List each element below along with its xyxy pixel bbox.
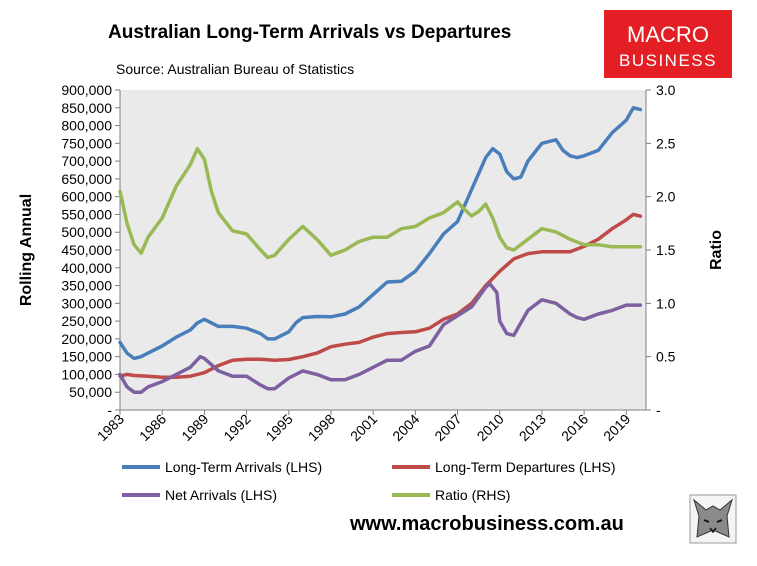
x-axis-ticks: 1983 1986 1989 1992 1995 1998 2001 2004 2007 2010… bbox=[94, 410, 634, 444]
x-tick-label: 1989 bbox=[178, 411, 211, 444]
legend-item-arrivals: Long-Term Arrivals (LHS) bbox=[122, 459, 322, 475]
x-tick-label: 2004 bbox=[389, 411, 422, 444]
y2-tick-label: 1.0 bbox=[656, 295, 676, 311]
x-tick-label: 1995 bbox=[263, 411, 296, 444]
series-lines bbox=[118, 106, 643, 394]
y-tick-label: 300,000 bbox=[61, 295, 112, 311]
y-tick-label: 700,000 bbox=[61, 153, 112, 169]
legend-item-ratio: Ratio (RHS) bbox=[392, 487, 510, 503]
legend: Long-Term Arrivals (LHS) Long-Term Depar… bbox=[122, 459, 616, 503]
y-tick-label: - bbox=[107, 402, 112, 418]
x-tick-label: 1983 bbox=[94, 411, 127, 444]
y-axis-title: Rolling Annual bbox=[18, 194, 35, 306]
logo-background bbox=[604, 10, 732, 78]
y2-tick-label: - bbox=[656, 402, 661, 418]
legend-label-net-arrivals: Net Arrivals (LHS) bbox=[165, 487, 277, 503]
wolf-icon bbox=[689, 494, 737, 544]
y-tick-label: 650,000 bbox=[61, 171, 112, 187]
y-tick-label: 900,000 bbox=[61, 82, 112, 98]
y-tick-label: 250,000 bbox=[61, 313, 112, 329]
y-tick-label: 750,000 bbox=[61, 135, 112, 151]
y2-tick-label: 2.0 bbox=[656, 189, 676, 205]
y-tick-label: 350,000 bbox=[61, 278, 112, 294]
legend-item-net-arrivals: Net Arrivals (LHS) bbox=[122, 487, 277, 503]
x-tick-label: 2016 bbox=[558, 411, 591, 444]
y-tick-label: 400,000 bbox=[61, 260, 112, 276]
chart-title: Australian Long-Term Arrivals vs Departu… bbox=[108, 22, 511, 43]
x-tick-label: 2010 bbox=[474, 411, 507, 444]
y2-tick-label: 1.5 bbox=[656, 242, 676, 258]
y2-tick-label: 3.0 bbox=[656, 82, 676, 98]
x-tick-label: 2007 bbox=[431, 411, 464, 444]
y2-tick-label: 2.5 bbox=[656, 135, 676, 151]
logo-line1: MACRO bbox=[627, 22, 709, 47]
right-axis-ticks: - 0.5 1.0 1.5 2.0 2.5 3.0 bbox=[646, 82, 676, 418]
y-tick-label: 500,000 bbox=[61, 224, 112, 240]
series-line-arrivals bbox=[118, 106, 643, 361]
y2-axis-title: Ratio bbox=[708, 230, 725, 270]
macro-business-logo: MACRO BUSINESS bbox=[604, 10, 732, 78]
y-tick-label: 800,000 bbox=[61, 118, 112, 134]
x-tick-label: 2001 bbox=[347, 411, 380, 444]
legend-item-departures: Long-Term Departures (LHS) bbox=[392, 459, 616, 475]
legend-label-arrivals: Long-Term Arrivals (LHS) bbox=[165, 459, 322, 475]
x-tick-label: 1992 bbox=[220, 411, 253, 444]
x-tick-label: 2019 bbox=[600, 411, 633, 444]
series-line-ratio bbox=[118, 146, 643, 260]
legend-label-ratio: Ratio (RHS) bbox=[435, 487, 510, 503]
y-tick-label: 50,000 bbox=[69, 384, 112, 400]
website-url: www.macrobusiness.com.au bbox=[349, 513, 624, 535]
y-tick-label: 150,000 bbox=[61, 349, 112, 365]
y-tick-label: 200,000 bbox=[61, 331, 112, 347]
legend-label-departures: Long-Term Departures (LHS) bbox=[435, 459, 616, 475]
x-tick-label: 1998 bbox=[305, 411, 338, 444]
logo-line2: BUSINESS bbox=[619, 51, 717, 70]
x-tick-label: 1986 bbox=[136, 411, 169, 444]
x-tick-label: 2013 bbox=[516, 411, 549, 444]
y-tick-label: 450,000 bbox=[61, 242, 112, 258]
series-line-departures bbox=[118, 212, 643, 380]
y-tick-label: 550,000 bbox=[61, 206, 112, 222]
chart-subtitle: Source: Australian Bureau of Statistics bbox=[116, 61, 354, 77]
y2-tick-label: 0.5 bbox=[656, 349, 676, 365]
y-tick-label: 100,000 bbox=[61, 366, 112, 382]
y-tick-label: 600,000 bbox=[61, 189, 112, 205]
y-tick-label: 850,000 bbox=[61, 100, 112, 116]
series-line-net-arrivals bbox=[118, 282, 643, 394]
